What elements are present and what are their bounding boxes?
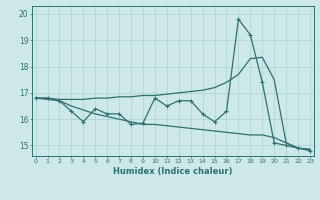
X-axis label: Humidex (Indice chaleur): Humidex (Indice chaleur) <box>113 167 233 176</box>
